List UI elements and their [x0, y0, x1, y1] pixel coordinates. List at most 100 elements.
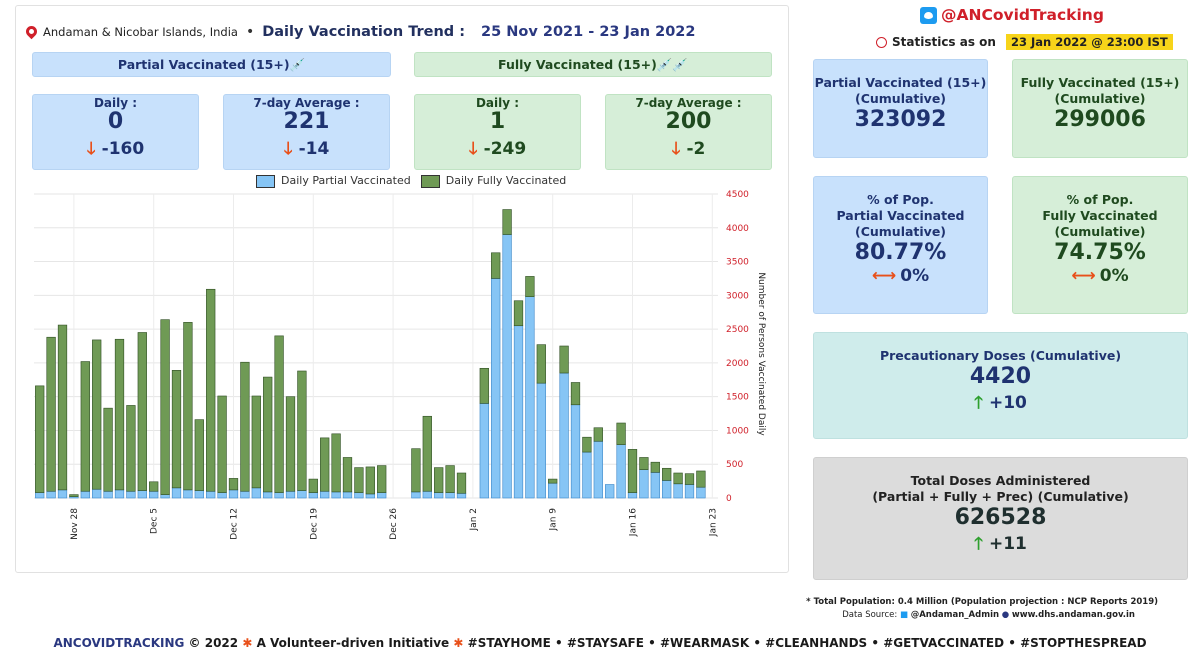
bar-fully[interactable]	[354, 467, 364, 493]
bar-partial[interactable]	[605, 484, 615, 499]
bar-partial[interactable]	[206, 490, 216, 499]
bar-fully[interactable]	[502, 209, 512, 235]
bar-partial[interactable]	[240, 490, 250, 499]
bar-partial[interactable]	[114, 489, 125, 499]
bar-partial[interactable]	[103, 490, 113, 499]
bar-fully[interactable]	[114, 338, 125, 491]
bar-partial[interactable]	[92, 488, 102, 499]
bar-partial[interactable]	[536, 382, 546, 499]
bar-partial[interactable]	[263, 491, 273, 499]
bar-partial[interactable]	[662, 480, 672, 499]
bar-partial[interactable]	[673, 483, 683, 499]
bar-partial[interactable]	[365, 493, 375, 499]
bar-partial[interactable]	[582, 451, 592, 499]
bar-partial[interactable]	[228, 489, 239, 499]
bar-fully[interactable]	[456, 472, 467, 494]
bar-fully[interactable]	[46, 336, 56, 492]
bar-partial[interactable]	[559, 372, 569, 499]
bar-partial[interactable]	[684, 484, 695, 499]
bar-partial[interactable]	[160, 494, 170, 499]
bar-fully[interactable]	[320, 437, 330, 492]
bar-partial[interactable]	[171, 487, 182, 499]
bar-partial[interactable]	[194, 490, 204, 499]
bar-partial[interactable]	[434, 492, 444, 499]
bar-fully[interactable]	[285, 396, 296, 492]
bar-partial[interactable]	[320, 490, 330, 499]
bar-fully[interactable]	[251, 395, 261, 489]
bar-partial[interactable]	[513, 325, 524, 499]
bar-fully[interactable]	[377, 465, 387, 493]
bar-fully[interactable]	[263, 376, 273, 493]
bar-partial[interactable]	[342, 491, 353, 499]
bar-partial[interactable]	[525, 296, 535, 499]
bar-partial[interactable]	[593, 440, 603, 499]
bar-fully[interactable]	[240, 361, 250, 492]
bar-partial[interactable]	[35, 492, 45, 499]
bar-fully[interactable]	[194, 419, 204, 491]
bar-fully[interactable]	[342, 457, 353, 493]
bar-fully[interactable]	[274, 335, 284, 493]
data-source-web[interactable]: www.dhs.andaman.gov.in	[1011, 610, 1135, 620]
bar-fully[interactable]	[593, 427, 603, 442]
bar-partial[interactable]	[422, 490, 432, 499]
bar-fully[interactable]	[297, 370, 307, 491]
bar-partial[interactable]	[126, 490, 136, 499]
bar-partial[interactable]	[137, 490, 147, 499]
twitter-handle-line[interactable]: @ANCovidTracking	[920, 6, 1104, 24]
bar-fully[interactable]	[57, 324, 68, 491]
bar-fully[interactable]	[513, 300, 524, 327]
bar-partial[interactable]	[285, 490, 296, 499]
bar-fully[interactable]	[662, 467, 672, 481]
bar-fully[interactable]	[434, 467, 444, 493]
bar-fully[interactable]	[80, 361, 90, 492]
bar-fully[interactable]	[559, 345, 569, 374]
bar-fully[interactable]	[103, 407, 113, 492]
bar-partial[interactable]	[46, 490, 56, 499]
bar-fully[interactable]	[627, 449, 638, 493]
bar-fully[interactable]	[35, 385, 45, 493]
bar-partial[interactable]	[377, 492, 387, 499]
bar-partial[interactable]	[502, 234, 512, 499]
bar-fully[interactable]	[684, 473, 695, 485]
bar-fully[interactable]	[206, 288, 216, 492]
bar-partial[interactable]	[479, 403, 489, 499]
bar-partial[interactable]	[445, 492, 455, 499]
bar-fully[interactable]	[616, 422, 626, 445]
bar-partial[interactable]	[57, 489, 68, 499]
bar-partial[interactable]	[650, 472, 660, 499]
bar-partial[interactable]	[80, 490, 90, 499]
legend-fully[interactable]: Daily Fully Vaccinated	[420, 174, 566, 188]
bar-partial[interactable]	[616, 444, 626, 499]
bar-fully[interactable]	[445, 465, 455, 493]
bar-partial[interactable]	[217, 492, 227, 499]
bar-partial[interactable]	[639, 469, 649, 499]
bar-fully[interactable]	[149, 481, 159, 492]
bar-fully[interactable]	[69, 494, 79, 497]
bar-partial[interactable]	[354, 492, 364, 499]
bar-partial[interactable]	[183, 489, 193, 499]
legend-partial[interactable]: Daily Partial Vaccinated	[256, 174, 411, 188]
bar-partial[interactable]	[308, 492, 318, 499]
data-source-twitter[interactable]: @Andaman_Admin	[910, 610, 1000, 620]
bar-partial[interactable]	[297, 490, 307, 499]
bar-fully[interactable]	[308, 478, 318, 493]
footer-brand[interactable]: ANCOVIDTRACKING	[53, 636, 185, 650]
bar-fully[interactable]	[639, 457, 649, 470]
bar-fully[interactable]	[365, 466, 375, 495]
bar-fully[interactable]	[536, 344, 546, 384]
bar-fully[interactable]	[183, 322, 193, 491]
bar-partial[interactable]	[456, 492, 467, 499]
bar-partial[interactable]	[491, 278, 501, 499]
bar-partial[interactable]	[548, 482, 558, 499]
bar-fully[interactable]	[422, 415, 432, 492]
bar-fully[interactable]	[696, 470, 706, 488]
bar-fully[interactable]	[582, 436, 592, 453]
bar-fully[interactable]	[411, 448, 421, 493]
bar-partial[interactable]	[331, 491, 341, 499]
bar-fully[interactable]	[525, 276, 535, 297]
bar-fully[interactable]	[171, 370, 182, 489]
bar-fully[interactable]	[331, 433, 341, 493]
bar-fully[interactable]	[650, 461, 660, 473]
bar-fully[interactable]	[570, 382, 581, 406]
bar-partial[interactable]	[570, 404, 581, 499]
